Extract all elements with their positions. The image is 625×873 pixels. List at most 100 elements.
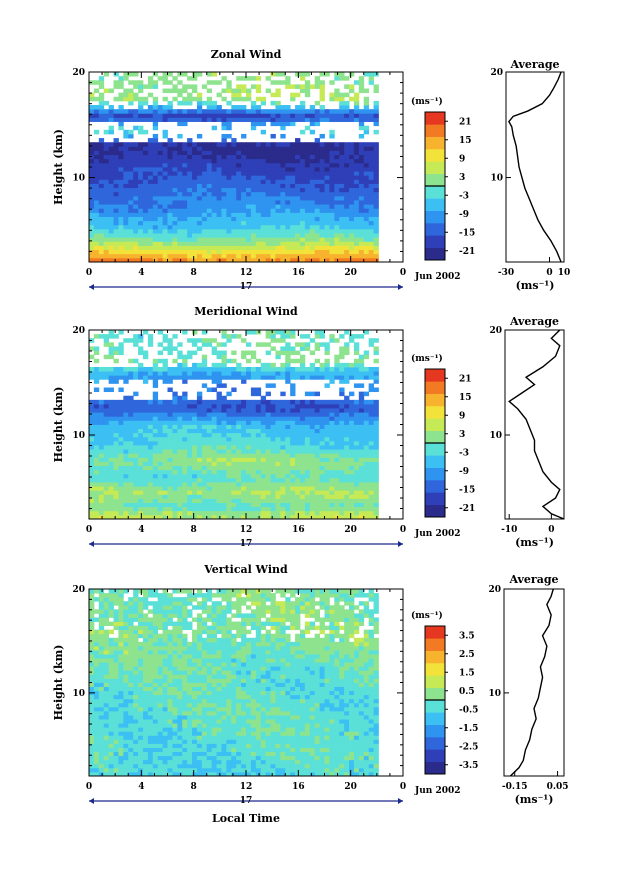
heatmap-field xyxy=(89,330,379,520)
x-tick-label: 16 xyxy=(292,525,305,535)
colorbar-tick-label: -15 xyxy=(459,485,475,495)
colorbar-segment xyxy=(425,687,445,701)
y-axis: 10 20 Height (km) xyxy=(52,326,403,509)
x-axis: 0 4 8 12 16 20 0 xyxy=(86,330,406,535)
colorbar-segment xyxy=(425,712,445,725)
colorbar-segment xyxy=(425,393,445,407)
average-title: Average xyxy=(509,58,559,71)
average-title: Average xyxy=(508,573,558,586)
date-label: Jun 2002 xyxy=(414,272,461,282)
colorbar-tick-label: 21 xyxy=(459,117,472,127)
colorbar: (ms⁻¹) 21 15 9 3 -3 -9 -15 -21 xyxy=(411,353,475,518)
x-tick-label: 20 xyxy=(344,268,357,278)
colorbar-segment xyxy=(425,492,445,505)
colorbar-segment xyxy=(425,737,445,750)
y-tick-label: 10 xyxy=(72,689,85,699)
x-tick-label: 0 xyxy=(400,525,406,535)
colorbar-segment xyxy=(425,749,445,762)
average-profile-line xyxy=(508,71,562,263)
average-panel: Average 10 20 -0.15 0.05(ms⁻¹) xyxy=(488,573,568,806)
date-axis: 17 Jun 2002 xyxy=(89,529,461,549)
colorbar-segment xyxy=(425,430,445,444)
colorbar-tick-label: 9 xyxy=(459,154,465,164)
y-axis: 10 20 Height (km) xyxy=(52,585,403,767)
colorbar-segment xyxy=(425,480,445,493)
y-axis-label: Height (km) xyxy=(52,129,65,205)
colorbar-tick-label: -2.5 xyxy=(459,742,478,752)
x-tick-label: 8 xyxy=(191,782,197,792)
x-tick-label: 12 xyxy=(240,782,253,792)
colorbar-tick-label: -9 xyxy=(459,210,469,220)
date-day-label: 17 xyxy=(240,539,253,549)
x-tick-label: 0 xyxy=(86,525,92,535)
colorbar-segment xyxy=(425,198,445,211)
average-x-tick-label: 0 xyxy=(546,268,552,278)
colorbar: (ms⁻¹) 3.5 2.5 1.5 0.5 -0.5 -1.5 -2.5 -3.5 xyxy=(411,610,478,775)
colorbar-tick-label: -9 xyxy=(459,467,469,477)
colorbar-segment xyxy=(425,124,445,137)
y-tick-label: 20 xyxy=(72,326,85,336)
colorbar-segment xyxy=(425,149,445,162)
average-y-tick-label: 10 xyxy=(490,174,503,184)
colorbar-segment xyxy=(425,173,445,187)
y-axis: 10 20 Height (km) xyxy=(52,68,403,252)
colorbar-tick-label: 3.5 xyxy=(459,631,475,641)
x-tick-label: 0 xyxy=(86,782,92,792)
date-day-label: 17 xyxy=(240,282,253,292)
colorbar-segment xyxy=(425,369,445,382)
panel-title: Zonal Wind xyxy=(211,48,282,61)
x-tick-label: 4 xyxy=(138,268,144,278)
colorbar-tick-label: -3 xyxy=(459,448,469,458)
colorbar-segment xyxy=(425,223,445,236)
average-x-tick-label: -0.15 xyxy=(502,782,528,792)
date-arrow-right xyxy=(398,798,403,804)
date-arrow-right xyxy=(398,541,403,547)
colorbar-segment xyxy=(425,112,445,125)
average-y-tick-label: 20 xyxy=(489,326,502,336)
colorbar-segment xyxy=(425,443,445,456)
y-tick-label: 10 xyxy=(72,431,85,441)
colorbar-unit-label: (ms⁻¹) xyxy=(411,353,443,364)
y-tick-label: 20 xyxy=(72,585,85,595)
average-profile-line xyxy=(508,329,565,520)
colorbar-segment xyxy=(425,638,445,651)
colorbar-segment xyxy=(425,675,445,688)
colorbar-segment xyxy=(425,700,445,713)
colorbar-tick-label: 0.5 xyxy=(459,687,475,697)
panel-1: Meridional Wind 0 4 8 12 16 20 0 10 20 Height (km)… xyxy=(52,305,565,549)
date-arrow-right xyxy=(398,284,403,290)
date-label: Jun 2002 xyxy=(414,529,461,539)
date-arrow-left xyxy=(89,798,94,804)
x-tick-label: 4 xyxy=(138,525,144,535)
colorbar-segment xyxy=(425,504,445,518)
x-tick-label: 16 xyxy=(292,782,305,792)
x-tick-label: 8 xyxy=(191,525,197,535)
colorbar-tick-label: -0.5 xyxy=(459,705,478,715)
x-tick-label: 20 xyxy=(344,782,357,792)
date-arrow-left xyxy=(89,284,94,290)
average-y-tick-label: 20 xyxy=(488,585,501,595)
date-day-label: 17 xyxy=(240,796,253,806)
average-x-tick-label: -10 xyxy=(501,525,517,535)
colorbar-unit-label: (ms⁻¹) xyxy=(411,610,443,621)
average-x-tick-label: 0 xyxy=(548,525,554,535)
average-x-label: (ms⁻¹) xyxy=(516,279,555,292)
colorbar-segment xyxy=(425,406,445,419)
panel-title: Meridional Wind xyxy=(194,305,298,318)
average-panel: Average 10 20 -10 0(ms⁻¹) xyxy=(489,315,565,549)
colorbar-segment xyxy=(425,467,445,481)
x-axis-label: Local Time xyxy=(212,812,280,825)
average-frame xyxy=(504,329,565,520)
x-axis: 0 4 8 12 16 20 0 xyxy=(86,72,406,278)
colorbar-tick-label: -21 xyxy=(459,247,475,257)
panel-0: Zonal Wind 0 4 8 12 16 20 0 10 20 Height (km) 17 Jun… xyxy=(52,48,570,292)
colorbar-tick-label: 15 xyxy=(459,393,472,403)
average-x-tick-label: -30 xyxy=(498,268,514,278)
average-frame xyxy=(505,71,565,263)
colorbar-segment xyxy=(425,186,445,199)
heatmap-field xyxy=(89,589,379,777)
average-title: Average xyxy=(509,315,559,328)
x-tick-label: 0 xyxy=(86,268,92,278)
x-axis: 0 4 8 12 16 20 0 xyxy=(86,589,406,792)
colorbar-segment xyxy=(425,210,445,224)
